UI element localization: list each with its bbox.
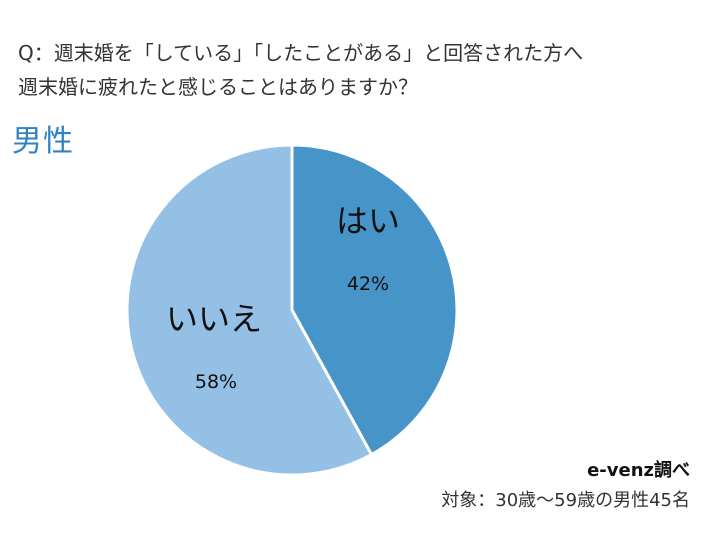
source-note: e-venz調べ	[587, 460, 690, 481]
pie-slice-1	[290, 143, 459, 457]
slice-value-1: 42%	[347, 273, 389, 295]
question-line-2: 週末婚に疲れたと感じることはありますか？	[18, 75, 418, 99]
slice-label-1: はい	[336, 202, 400, 240]
question-line-1: Q：週末婚を「している」「したことがある」と回答された方へ	[18, 41, 584, 65]
segment-title: 男性	[12, 124, 74, 159]
slice-label-2: いいえ	[166, 300, 262, 338]
pie-slice-2	[125, 143, 373, 477]
subject-note: 対象：30歳～59歳の男性45名	[441, 490, 690, 511]
slice-value-2: 58%	[195, 371, 237, 393]
question-text: Q：週末婚を「している」「したことがある」と回答された方へ 週末婚に疲れたと感じ…	[18, 36, 688, 104]
